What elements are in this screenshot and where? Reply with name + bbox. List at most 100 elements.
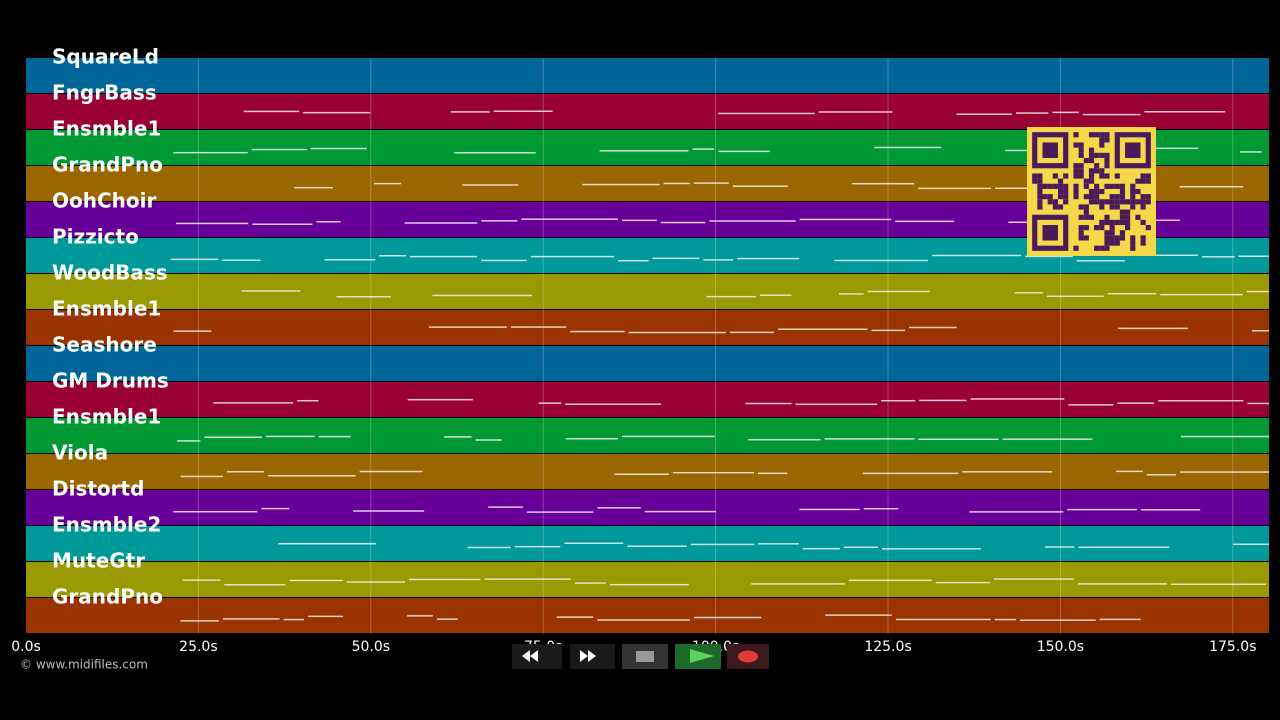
- qr-module: [1119, 230, 1126, 236]
- qr-module: [1109, 199, 1115, 205]
- note: [484, 578, 571, 580]
- note: [599, 150, 689, 152]
- note: [565, 403, 662, 405]
- qr-module: [1099, 168, 1105, 174]
- qr-module: [1114, 204, 1120, 210]
- note: [173, 151, 248, 154]
- qr-module: [1135, 199, 1141, 205]
- qr-module: [1104, 132, 1110, 138]
- note: [1099, 618, 1141, 621]
- qr-module: [1088, 178, 1095, 184]
- note: [1046, 295, 1104, 298]
- note: [428, 326, 507, 328]
- note: [432, 294, 533, 297]
- qr-module: [1140, 235, 1146, 241]
- note: [1116, 470, 1143, 473]
- note: [993, 578, 1074, 580]
- note: [918, 438, 999, 441]
- qr-module: [1063, 173, 1069, 179]
- qr-module: [1057, 204, 1064, 210]
- qr-module: [1099, 225, 1105, 231]
- note: [303, 111, 371, 114]
- qr-module: [1094, 163, 1100, 169]
- qr-module: [1078, 163, 1084, 169]
- note: [881, 548, 982, 550]
- note: [1146, 474, 1176, 476]
- qr-code: [1027, 127, 1156, 256]
- qr-module: [1083, 178, 1089, 184]
- note: [874, 146, 942, 149]
- note: [408, 578, 481, 581]
- note: [404, 222, 478, 224]
- note: [1151, 219, 1181, 222]
- note: [881, 399, 916, 402]
- qr-module: [1104, 214, 1110, 220]
- qr-module: [1078, 152, 1084, 158]
- qr-module: [1099, 245, 1105, 251]
- note: [564, 542, 624, 544]
- qr-module: [1104, 199, 1110, 205]
- note: [609, 583, 689, 586]
- track-band: [26, 310, 1269, 345]
- note: [510, 326, 567, 328]
- note: [932, 254, 1022, 257]
- note: [706, 295, 756, 298]
- note: [909, 326, 957, 329]
- qr-module: [1083, 194, 1089, 200]
- qr-module: [1099, 173, 1105, 179]
- note: [871, 329, 906, 332]
- note: [1233, 543, 1269, 546]
- note: [745, 402, 792, 405]
- qr-module: [1104, 240, 1110, 246]
- qr-module: [1135, 214, 1141, 220]
- note: [867, 290, 930, 293]
- note: [481, 259, 527, 262]
- qr-module: [1104, 152, 1110, 158]
- note: [718, 150, 770, 153]
- note: [1240, 151, 1262, 153]
- qr-module: [1140, 219, 1146, 226]
- qr-module: [1125, 199, 1131, 205]
- note: [1247, 402, 1269, 405]
- qr-module: [1052, 204, 1058, 210]
- note: [1202, 256, 1235, 258]
- qr-module: [1145, 178, 1151, 184]
- qr-module: [1104, 219, 1110, 226]
- qr-module: [1130, 204, 1136, 210]
- qr-module: [1099, 152, 1105, 158]
- note: [970, 398, 1065, 400]
- qr-module: [1088, 199, 1095, 205]
- qr-module: [1047, 183, 1053, 189]
- copyright: © www.midifiles.com: [20, 658, 148, 672]
- note: [956, 113, 1013, 115]
- qr-module: [1088, 132, 1095, 138]
- note: [824, 438, 915, 440]
- track-band: [26, 526, 1269, 561]
- time-tick-label: 25.0s: [179, 639, 217, 655]
- qr-module: [1032, 178, 1038, 184]
- qr-module: [1094, 245, 1100, 251]
- qr-module: [1119, 188, 1126, 195]
- track-band: [26, 490, 1269, 525]
- note: [825, 614, 892, 616]
- note: [570, 330, 625, 333]
- qr-module: [1099, 142, 1105, 148]
- note: [919, 399, 967, 402]
- qr-module: [1073, 173, 1079, 179]
- qr-module: [1145, 225, 1151, 231]
- qr-module: [1114, 183, 1120, 189]
- qr-module: [1094, 225, 1100, 231]
- note: [493, 110, 553, 113]
- qr-module: [1140, 173, 1146, 179]
- track-band: [26, 418, 1269, 453]
- note: [778, 328, 868, 331]
- track-band: [26, 382, 1269, 417]
- qr-module: [1073, 194, 1079, 200]
- note: [1068, 404, 1114, 406]
- note: [1052, 111, 1079, 114]
- qr-module: [1078, 235, 1084, 241]
- note: [1171, 583, 1266, 586]
- track-label: Ensmble2: [52, 513, 161, 537]
- qr-module: [1119, 235, 1126, 241]
- note: [799, 218, 892, 221]
